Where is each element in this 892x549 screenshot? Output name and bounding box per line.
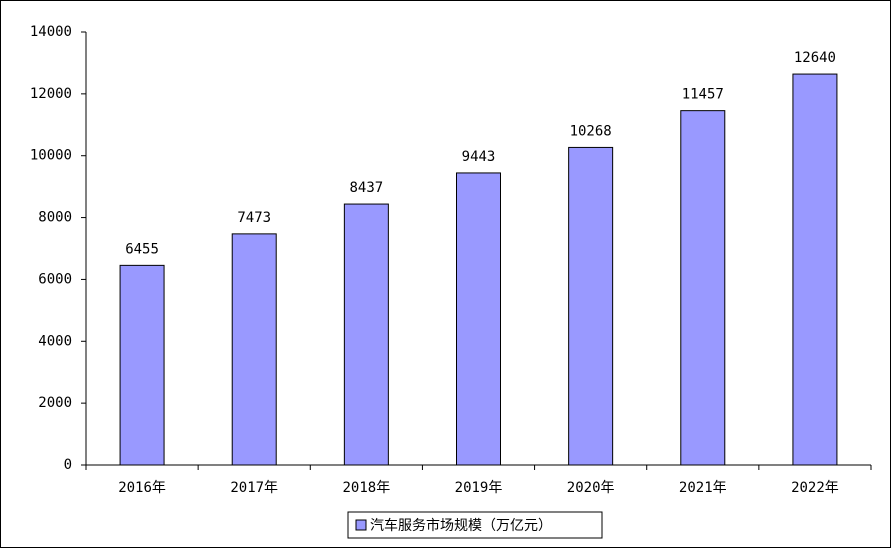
data-label: 7473 bbox=[237, 210, 271, 226]
x-tick-label: 2016年 bbox=[118, 480, 166, 496]
bar bbox=[792, 73, 838, 466]
y-tick-label: 0 bbox=[64, 457, 72, 473]
x-tick-label: 2020年 bbox=[567, 480, 615, 496]
data-label: 11457 bbox=[682, 87, 724, 103]
legend-swatch bbox=[355, 519, 367, 531]
legend-label: 汽车服务市场规模（万亿元） bbox=[370, 517, 552, 534]
x-tick-label: 2022年 bbox=[791, 480, 839, 496]
x-tick-label: 2021年 bbox=[679, 480, 727, 496]
legend-box bbox=[347, 511, 603, 539]
bar bbox=[568, 146, 614, 466]
y-tick-label: 8000 bbox=[38, 210, 72, 226]
y-tick-label: 10000 bbox=[30, 148, 72, 164]
data-label: 12640 bbox=[794, 50, 836, 66]
x-tick-label: 2018年 bbox=[342, 480, 390, 496]
x-tick-label: 2019年 bbox=[455, 480, 503, 496]
data-label: 8437 bbox=[349, 180, 383, 196]
bar bbox=[680, 110, 726, 466]
data-label: 6455 bbox=[125, 241, 159, 257]
y-tick-label: 2000 bbox=[38, 395, 72, 411]
y-tick-label: 6000 bbox=[38, 271, 72, 287]
x-tick-label: 2017年 bbox=[230, 480, 278, 496]
bar bbox=[231, 233, 277, 466]
bar bbox=[456, 172, 501, 466]
y-tick-label: 14000 bbox=[30, 24, 72, 40]
data-label: 10268 bbox=[570, 123, 612, 139]
y-tick-label: 12000 bbox=[30, 86, 72, 102]
bar bbox=[119, 264, 165, 466]
bar bbox=[343, 203, 389, 466]
y-tick-label: 4000 bbox=[38, 333, 72, 349]
data-label: 9443 bbox=[462, 149, 496, 165]
